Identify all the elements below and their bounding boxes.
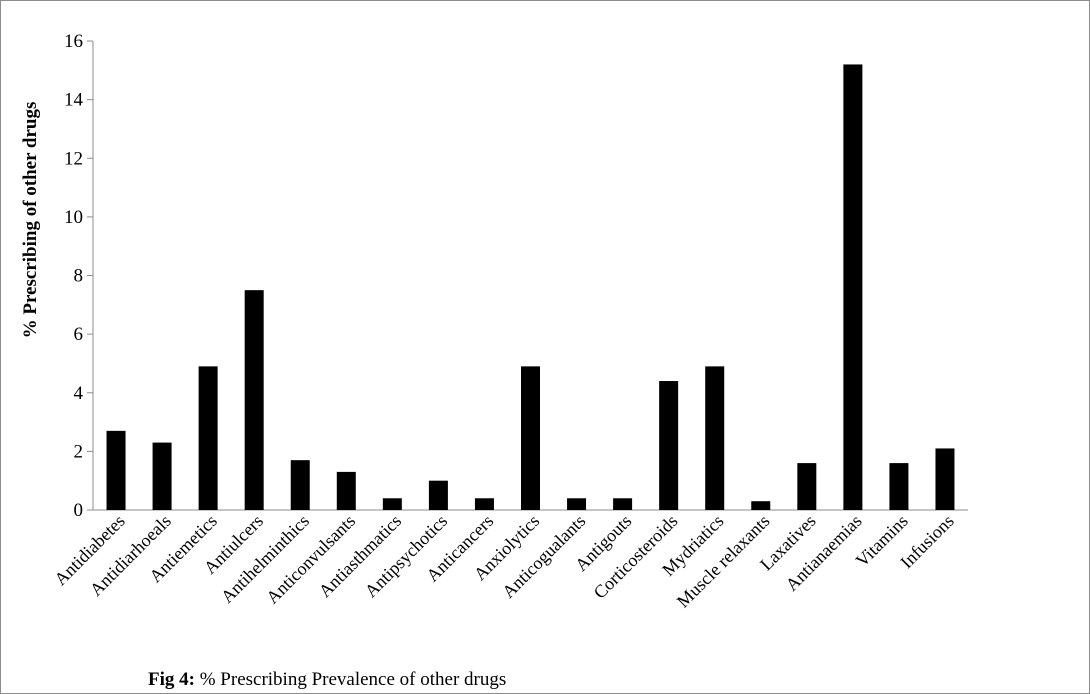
bar (889, 463, 909, 510)
caption-text: % Prescribing Prevalence of other drugs (194, 669, 507, 690)
bar (843, 64, 863, 510)
bar (705, 366, 725, 510)
y-tick-label: 0 (74, 500, 84, 521)
bar (659, 381, 679, 510)
bar (152, 442, 172, 510)
bar (935, 448, 955, 510)
y-tick-label: 8 (74, 266, 84, 287)
y-tick-labels: 0 2 4 6 8 10 12 14 16 (64, 31, 84, 521)
bar (382, 498, 402, 510)
y-tick-label: 12 (64, 148, 83, 169)
bar (521, 366, 540, 510)
y-tick-label: 16 (64, 31, 83, 52)
y-axis-label: % Prescribing of other drugs (20, 102, 41, 339)
bar (106, 430, 126, 510)
y-tick-label: 4 (74, 383, 84, 404)
bar (613, 498, 633, 510)
bar (336, 471, 356, 510)
y-tick-label: 14 (64, 90, 84, 111)
chart-bars (106, 64, 955, 510)
figure-caption: Fig 4: % Prescribing Prevalence of other… (148, 669, 506, 691)
bar (428, 480, 448, 510)
caption-prefix: Fig 4: (148, 669, 195, 690)
bar (567, 498, 587, 510)
bar (797, 463, 817, 510)
x-tick-labels: AntidiabetesAntidiarhoealsAntiemeticsAnt… (50, 511, 957, 612)
y-tick-label: 10 (64, 207, 83, 228)
bar (474, 498, 494, 510)
bar (198, 366, 218, 510)
y-tick-label: 2 (74, 441, 84, 462)
y-tick-label: 6 (74, 324, 84, 345)
bar (244, 290, 264, 510)
bar (751, 501, 771, 510)
bar (290, 460, 310, 510)
